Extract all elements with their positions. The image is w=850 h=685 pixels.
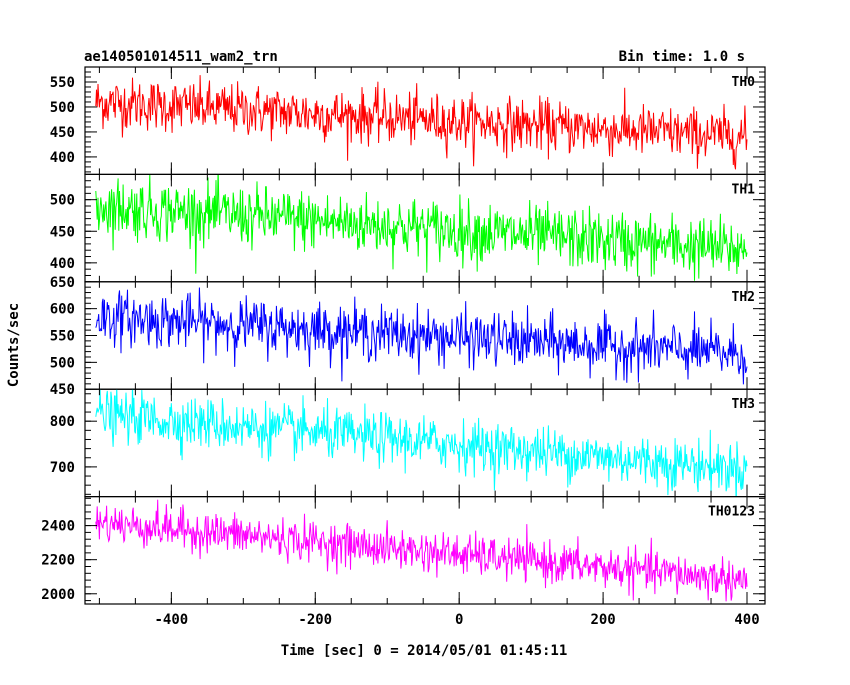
y-tick-label: 500 (50, 193, 75, 209)
series-line-th0 (95, 75, 748, 170)
panel-th1: 400 450 500 TH1 (50, 173, 766, 283)
y-tick-label: 550 (50, 329, 75, 345)
panel-th3: 700 800 TH3 (50, 388, 766, 498)
panel-th0123: 2000 2200 2400 TH0123 -400 -200 0 200 400 (41, 496, 766, 628)
x-tick-label: 200 (590, 612, 615, 628)
series-line-th0123 (95, 499, 748, 602)
series-line-th2 (95, 287, 748, 385)
panel-label-th0: TH0 (732, 75, 756, 90)
series-line-th1 (95, 174, 748, 281)
panel-label-th2: TH2 (732, 290, 755, 305)
y-tick-label: 600 (50, 302, 75, 318)
y-tick-label: 450 (50, 125, 75, 141)
y-axis-label: Counts/sec (6, 303, 22, 387)
panels-layer: 400 450 500 550 TH0 400 450 500 TH1 450 500 550 600 6… (41, 66, 766, 628)
x-tick-label: -200 (298, 612, 332, 628)
y-tick-label: 550 (50, 75, 75, 91)
x-tick-label: 0 (455, 612, 463, 628)
panel-th0: 400 450 500 550 TH0 (50, 66, 766, 176)
x-tick-label: -400 (154, 612, 188, 628)
y-tick-label: 400 (50, 256, 75, 272)
panel-label-th3: TH3 (732, 397, 755, 412)
y-tick-label: 2000 (41, 587, 75, 603)
panel-label-th0123: TH0123 (708, 505, 755, 520)
y-tick-label: 500 (50, 100, 75, 116)
y-tick-label: 800 (50, 414, 75, 430)
y-tick-label: 2400 (41, 519, 75, 535)
y-tick-label: 700 (50, 460, 75, 476)
chart-title: ae140501014511_wam2_trn (84, 49, 278, 65)
panel-th2: 450 500 550 600 650 TH2 (50, 275, 766, 398)
series-line-th3 (95, 389, 748, 497)
bin-time-label: Bin time: 1.0 s (619, 49, 745, 65)
y-tick-label: 450 (50, 382, 75, 398)
panel-frame (84, 496, 766, 605)
x-axis-label: Time [sec] 0 = 2014/05/01 01:45:11 (281, 643, 568, 659)
y-tick-label: 450 (50, 224, 75, 240)
y-tick-label: 650 (50, 275, 75, 291)
y-tick-label: 500 (50, 355, 75, 371)
y-tick-label: 2200 (41, 553, 75, 569)
panel-label-th1: TH1 (732, 182, 756, 197)
y-tick-label: 400 (50, 150, 75, 166)
x-tick-label: 400 (734, 612, 759, 628)
